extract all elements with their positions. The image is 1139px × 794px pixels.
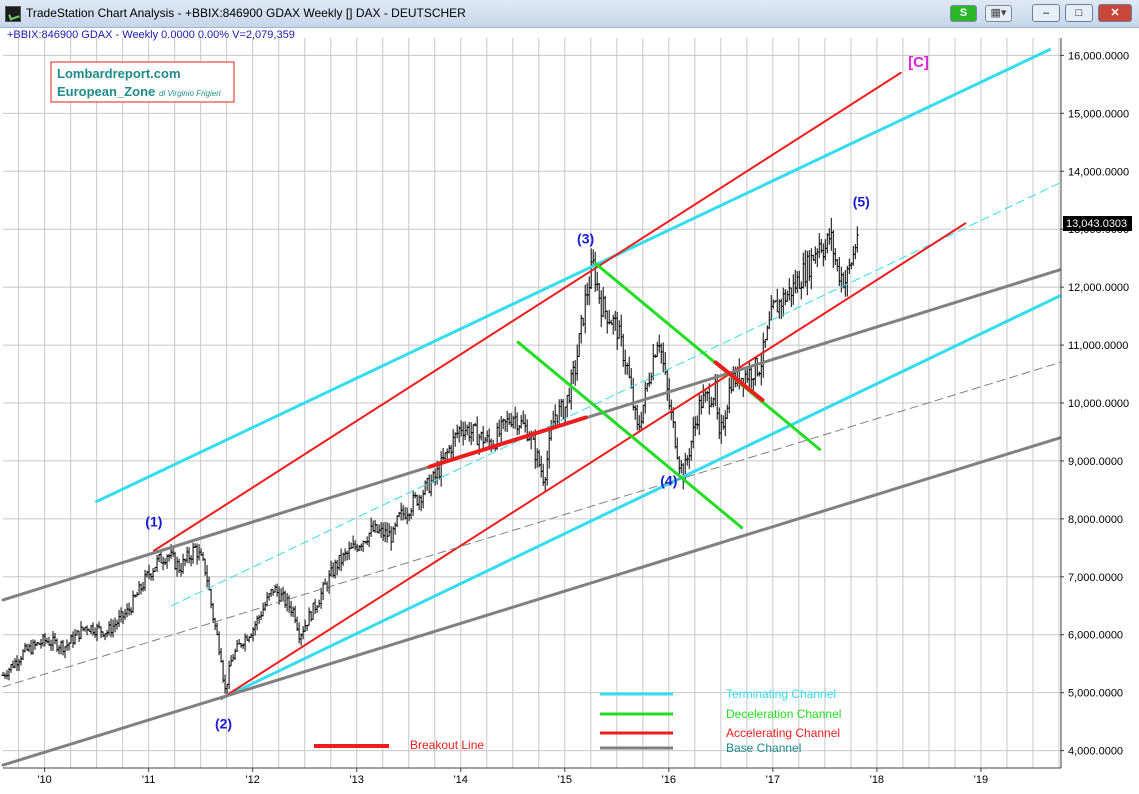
legend-label: Deceleration Channel [726,707,841,721]
watermark-box [50,61,235,103]
wave-label: (3) [577,231,594,247]
grid-menu-button[interactable]: ▦▾ [985,5,1012,22]
breakout-line-line [713,360,765,403]
last-price-badge [1063,216,1132,231]
price-axis[interactable]: 4,000.0000 5,000.0000 6,000.0000 7,000.0000… [1060,50,1129,758]
price-chart[interactable]: (1) (2) (3) (4) (5) [C] 4,000.0000 5,000.0000 6… [0,28,1139,794]
base-channel-line [1,436,1062,767]
tradestation-app-icon [5,6,21,22]
y-tick-label: 7,000.0000 [1068,572,1123,584]
maximize-button[interactable]: □ [1065,4,1093,22]
price-bars [1,217,859,694]
y-tick-label: 4,000.0000 [1068,746,1123,758]
y-tick-label: 8,000.0000 [1068,514,1123,526]
wave-labels: (1) (2) (3) (4) (5) [C] [145,54,929,732]
wave-label: (5) [853,194,870,210]
y-tick-label: 9,000.0000 [1068,456,1123,468]
y-tick-label: 11,000.0000 [1068,340,1128,352]
x-tick-label: '11 [142,774,156,786]
x-tick-label: '10 [37,774,51,786]
y-tick-label: 14,000.0000 [1068,166,1129,178]
terminating-channel-line [219,294,1062,700]
terminating-channel-line [95,48,1052,503]
x-tick-label: '19 [974,774,988,786]
x-tick-label: '18 [870,774,884,786]
watermark-line2-small: di Virginio Frigieri [159,89,221,98]
time-axis[interactable]: '10 '11 '12 '13 '14 '15 '16 '17 '18 '19 [37,768,988,786]
x-tick-label: '13 [350,774,364,786]
x-tick-label: '15 [558,774,572,786]
accelerating-channel-line [220,222,967,700]
y-tick-label: 6,000.0000 [1068,630,1123,642]
watermark-line2: European_Zone [57,84,155,99]
deceleration-channel-line [516,340,744,530]
window-title: TradeStation Chart Analysis - +BBIX:8469… [26,6,466,20]
x-tick-label: '14 [454,774,468,786]
s-button[interactable]: S [950,5,977,22]
legend-label: Accelerating Channel [726,726,840,740]
x-tick-label: '12 [246,774,260,786]
wave-label: (2) [215,716,232,732]
accelerating-channel-line [152,71,902,552]
y-tick-label: 12,000.0000 [1068,282,1129,294]
y-tick-label: 15,000.0000 [1068,108,1129,120]
close-button[interactable]: ✕ [1098,4,1132,22]
x-tick-label: '17 [766,774,780,786]
x-tick-label: '16 [662,774,676,786]
wave-c-label: [C] [908,54,929,71]
wave-label: (1) [145,513,162,529]
legend-breakout-label: Breakout Line [410,738,484,752]
breakout-line-line [427,415,588,469]
last-price-label: 13,043.0303 [1066,218,1127,230]
deceleration-channel-line [594,262,822,451]
legend-label: Terminating Channel [726,687,836,701]
watermark-line1: Lombardreport.com [57,66,181,81]
y-tick-label: 16,000.0000 [1068,50,1129,62]
symbol-info: +BBIX:846900 GDAX - Weekly 0.0000 0.00% … [7,29,295,41]
minimize-button[interactable]: – [1032,4,1060,22]
grid-layer [3,38,1060,768]
base-channel-line [2,361,1061,688]
y-tick-label: 10,000.0000 [1068,398,1129,410]
chart-area[interactable]: (1) (2) (3) (4) (5) [C] 4,000.0000 5,000.0000 6… [0,28,1139,794]
legend-label: Base Channel [726,741,801,755]
y-tick-label: 5,000.0000 [1068,688,1123,700]
channel-lines [1,48,1062,767]
wave-label: (4) [660,472,677,488]
window-titlebar: TradeStation Chart Analysis - +BBIX:8469… [0,0,1139,28]
legend: Terminating Channel Deceleration Channel A… [314,687,841,755]
terminating-channel-line [171,182,1061,607]
